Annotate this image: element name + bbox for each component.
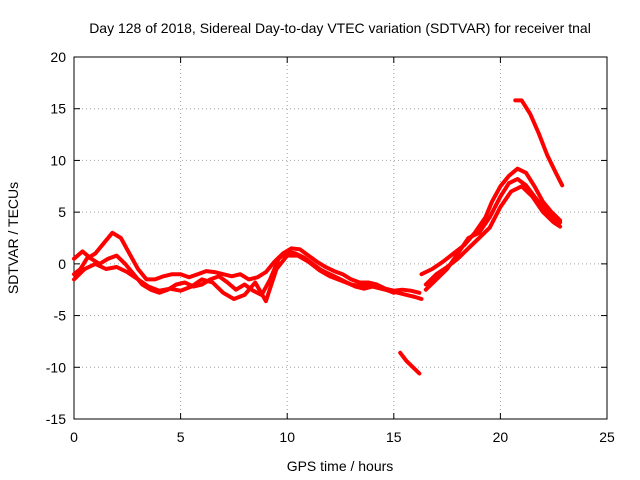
series-line-trace-7	[513, 98, 565, 188]
x-tick-label: 5	[177, 429, 185, 445]
y-axis-label: SDTVAR / TECUs	[5, 182, 21, 294]
y-tick-label: -10	[46, 359, 66, 375]
x-tick-label: 0	[70, 429, 78, 445]
series-line-trace-6	[423, 184, 563, 287]
y-tick-label: 5	[58, 204, 66, 220]
y-tick-label: 15	[50, 101, 66, 117]
data-series	[72, 98, 565, 376]
x-axis-ticks: 0 5 10 15 20 25	[70, 57, 615, 445]
x-tick-label: 10	[279, 429, 295, 445]
series-line-trace-1	[72, 230, 422, 295]
x-tick-label: 25	[599, 429, 615, 445]
y-tick-label: 0	[58, 256, 66, 272]
x-axis-label: GPS time / hours	[287, 458, 394, 474]
y-tick-label: 10	[50, 152, 66, 168]
y-axis-ticks: -15 -10 -5 0 5 10 15 20	[46, 49, 607, 427]
series-line-trace-3	[72, 253, 396, 304]
chart-title: Day 128 of 2018, Sidereal Day-to-day VTE…	[89, 20, 591, 36]
series-line-trace-8	[398, 350, 422, 376]
grid-lines	[74, 57, 607, 419]
y-tick-label: -15	[46, 411, 66, 427]
y-tick-label: -5	[54, 308, 67, 324]
plot-frame	[73, 56, 608, 420]
x-tick-label: 20	[493, 429, 509, 445]
y-tick-label: 20	[50, 49, 66, 65]
series-line-trace-4	[419, 166, 563, 277]
x-tick-label: 15	[386, 429, 402, 445]
